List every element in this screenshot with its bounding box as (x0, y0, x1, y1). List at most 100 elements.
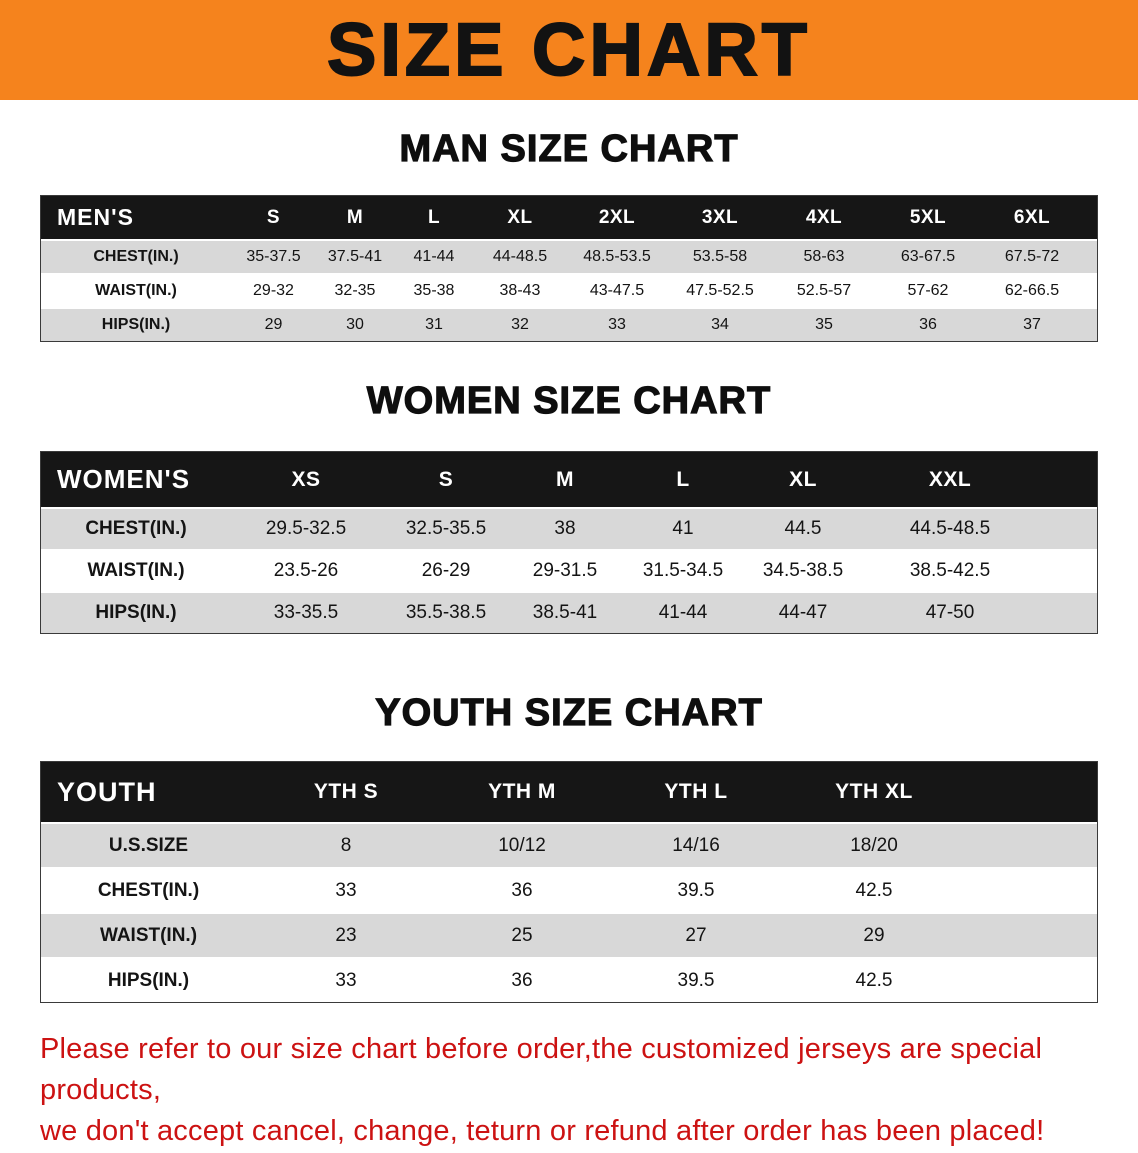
row-label: HIPS(IN.) (107, 969, 190, 991)
men-table-title: MEN'S (57, 204, 134, 230)
cell-value: 44.5 (784, 518, 822, 539)
row-label: CHEST(IN.) (97, 879, 200, 901)
cell-value: 33-35.5 (273, 602, 339, 623)
cell-value: 18/20 (850, 834, 898, 856)
cell-value: 38 (554, 518, 576, 539)
cell-value: 29 (264, 316, 283, 333)
cell-value: 33 (335, 879, 357, 901)
cell-value: 36 (511, 969, 533, 991)
cell-value: 44.5-48.5 (909, 518, 991, 539)
cell-value: 52.5-57 (796, 282, 852, 299)
notice-line-1: Please refer to our size chart before or… (40, 1033, 1043, 1107)
cell-value: 44-48.5 (492, 248, 548, 265)
table-row: WAIST(IN.) 23.5-26 26-29 29-31.5 31.5-34… (41, 549, 1097, 591)
cell-value: 36 (511, 879, 533, 901)
table-row: CHEST(IN.) 35-37.5 37.5-41 41-44 44-48.5… (41, 239, 1097, 273)
cell-value: 27 (685, 924, 707, 946)
size-column-header: L (427, 206, 441, 228)
cell-value: 36 (919, 316, 937, 333)
cell-value: 26-29 (421, 560, 471, 581)
row-label: HIPS(IN.) (101, 316, 171, 333)
women-table-header-row: WOMEN'S XS S M L XL XXL (41, 452, 1097, 507)
men-size-table: MEN'S S M L XL 2XL 3XL 4XL 5XL 6XL CHEST… (40, 195, 1098, 342)
table-row: U.S.SIZE 8 10/12 14/16 18/20 (41, 822, 1097, 867)
size-column-header: L (676, 467, 690, 491)
cell-value: 37 (1023, 316, 1041, 333)
cell-value: 58-63 (803, 248, 845, 265)
cell-value: 32.5-35.5 (405, 518, 487, 539)
youth-section-heading: YOUTH SIZE CHART (375, 691, 763, 734)
men-table-header-row: MEN'S S M L XL 2XL 3XL 4XL 5XL 6XL (41, 196, 1097, 239)
youth-table-header-row: YOUTH YTH S YTH M YTH L YTH XL (41, 762, 1097, 822)
cell-value: 25 (511, 924, 533, 946)
row-label: HIPS(IN.) (95, 602, 177, 623)
row-label: WAIST(IN.) (95, 282, 177, 299)
size-column-header: YTH L (664, 780, 728, 803)
cell-value: 62-66.5 (1004, 282, 1060, 299)
size-column-header: 4XL (805, 206, 843, 228)
cell-value: 35.5-38.5 (405, 602, 487, 623)
cell-value: 29-31.5 (532, 560, 598, 581)
cell-value: 47.5-52.5 (686, 282, 754, 299)
cell-value: 57-62 (907, 282, 949, 299)
cell-value: 43-47.5 (589, 282, 645, 299)
size-column-header: YTH XL (835, 780, 913, 803)
cell-value: 31 (425, 316, 443, 333)
cell-value: 10/12 (498, 834, 546, 856)
cell-value: 33 (335, 969, 357, 991)
cell-value: 67.5-72 (1004, 248, 1060, 265)
cell-value: 53.5-58 (692, 248, 748, 265)
banner: SIZE CHART (0, 0, 1138, 100)
cell-value: 41-44 (413, 248, 455, 265)
women-size-table: WOMEN'S XS S M L XL XXL CHEST(IN.) 29.5-… (40, 451, 1098, 634)
cell-value: 48.5-53.5 (583, 248, 651, 265)
cell-value: 47-50 (925, 602, 975, 623)
table-row: HIPS(IN.) 33 36 39.5 42.5 (41, 957, 1097, 1002)
cell-value: 33 (608, 316, 626, 333)
size-column-header: XL (507, 206, 533, 228)
row-label: WAIST(IN.) (99, 924, 198, 946)
size-column-header: M (346, 206, 364, 228)
row-label: U.S.SIZE (108, 834, 189, 856)
banner-title: SIZE CHART (326, 8, 811, 91)
women-section-heading: WOMEN SIZE CHART (366, 379, 772, 422)
cell-value: 23 (335, 924, 357, 946)
row-label: WAIST(IN.) (87, 560, 185, 581)
cell-value: 41-44 (658, 602, 708, 623)
notice-line-2: we don't accept cancel, change, teturn o… (40, 1115, 1045, 1148)
cell-value: 38-43 (499, 282, 541, 299)
size-column-header: S (266, 206, 281, 228)
order-notice: Please refer to our size chart before or… (40, 1029, 1098, 1153)
cell-value: 34 (711, 316, 729, 333)
cell-value: 38.5-42.5 (909, 560, 991, 581)
size-column-header: M (556, 467, 574, 491)
size-column-header: YTH M (488, 780, 556, 803)
table-row: CHEST(IN.) 33 36 39.5 42.5 (41, 867, 1097, 912)
cell-value: 39.5 (677, 879, 715, 901)
cell-value: 35 (815, 316, 833, 333)
size-column-header: 2XL (598, 206, 636, 228)
cell-value: 34.5-38.5 (762, 560, 844, 581)
size-column-header: S (438, 467, 454, 491)
row-label: CHEST(IN.) (93, 248, 179, 265)
cell-value: 31.5-34.5 (642, 560, 724, 581)
cell-value: 35-37.5 (246, 248, 301, 265)
cell-value: 41 (672, 518, 694, 539)
youth-table-title: YOUTH (57, 776, 157, 807)
row-label: CHEST(IN.) (85, 518, 187, 539)
size-column-header: XXL (928, 467, 972, 491)
size-column-header: 6XL (1013, 206, 1051, 228)
men-section-heading: MAN SIZE CHART (399, 127, 739, 170)
cell-value: 8 (340, 834, 352, 856)
cell-value: 32-35 (334, 282, 376, 299)
size-column-header: 3XL (701, 206, 739, 228)
cell-value: 37.5-41 (327, 248, 383, 265)
cell-value: 42.5 (855, 969, 893, 991)
table-row: HIPS(IN.) 33-35.5 35.5-38.5 38.5-41 41-4… (41, 591, 1097, 633)
size-column-header: XL (789, 467, 817, 491)
women-table-title: WOMEN'S (57, 464, 191, 494)
cell-value: 42.5 (855, 879, 893, 901)
size-column-header: 5XL (909, 206, 947, 228)
cell-value: 63-67.5 (900, 248, 956, 265)
